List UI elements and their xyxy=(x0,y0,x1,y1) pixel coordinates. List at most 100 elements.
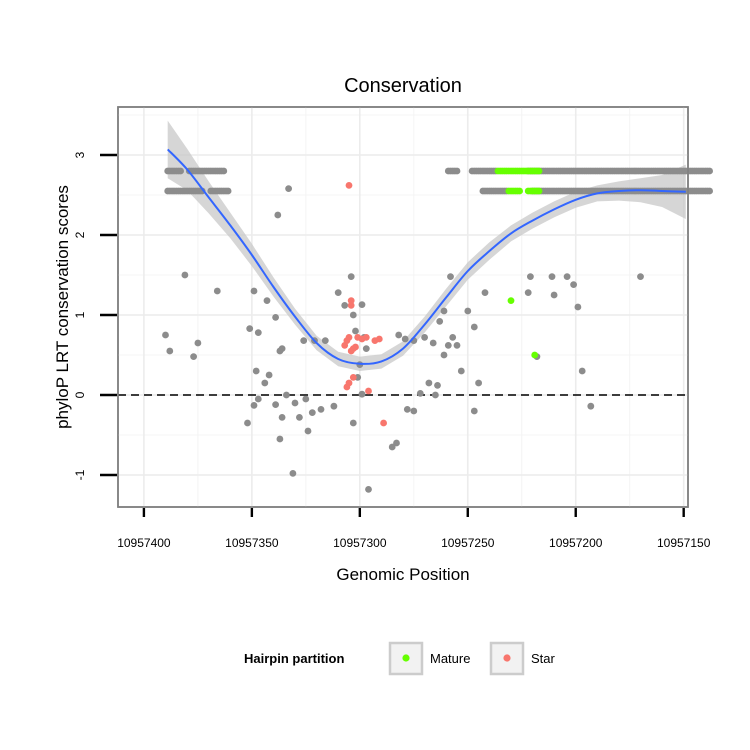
data-point-other xyxy=(252,367,260,375)
plot-background xyxy=(117,106,689,508)
x-tick-label: 10957150 xyxy=(657,536,711,550)
plot-panel xyxy=(117,106,713,508)
data-point-other xyxy=(362,345,370,352)
data-point-other xyxy=(365,486,372,493)
data-point-other xyxy=(388,443,396,451)
data-point-other xyxy=(213,287,221,295)
data-point-other xyxy=(453,342,461,349)
legend-label-mature: Mature xyxy=(430,651,470,666)
data-point-mature xyxy=(507,297,515,304)
data-point-other xyxy=(289,470,297,477)
y-axis-title: phyloP LRT conservation scores xyxy=(53,185,72,429)
data-point-other xyxy=(637,273,644,280)
data-point-other xyxy=(296,414,303,421)
data-point-other xyxy=(470,323,478,331)
data-point-star xyxy=(365,387,372,395)
data-point-other xyxy=(457,367,465,375)
data-point-other xyxy=(574,303,582,311)
data-point-other xyxy=(250,287,258,295)
data-point-other xyxy=(349,419,357,427)
data-point-other xyxy=(276,435,284,443)
data-point-other xyxy=(436,318,444,325)
data-point-other xyxy=(265,371,273,379)
data-point-star xyxy=(345,182,353,189)
data-point-mature xyxy=(535,167,543,175)
data-point-other xyxy=(403,406,411,413)
data-point-other xyxy=(317,406,325,413)
data-point-other xyxy=(278,414,286,421)
data-point-star xyxy=(362,334,370,341)
data-point-other xyxy=(401,335,409,343)
data-point-mature xyxy=(531,351,539,359)
data-point-other xyxy=(449,334,457,341)
data-point-star xyxy=(343,383,351,391)
data-point-star xyxy=(352,343,359,351)
data-point-other xyxy=(444,342,452,349)
y-tick-label: 2 xyxy=(73,231,87,238)
data-point-other xyxy=(330,402,338,410)
data-point-other xyxy=(416,390,424,397)
data-point-other xyxy=(706,187,713,195)
data-point-star xyxy=(347,297,355,304)
legend-dot-star xyxy=(503,654,511,662)
data-point-other xyxy=(349,311,357,319)
data-point-other xyxy=(272,401,279,408)
data-point-other xyxy=(304,427,312,435)
data-point-other xyxy=(421,334,428,341)
data-point-other xyxy=(254,329,262,336)
data-point-other xyxy=(194,339,202,347)
data-point-other xyxy=(250,402,258,409)
legend-item-star: Star xyxy=(489,641,556,676)
x-tick-label: 10957400 xyxy=(117,536,171,550)
data-point-other xyxy=(177,167,185,175)
data-point-other xyxy=(276,347,284,355)
x-tick-label: 10957300 xyxy=(333,536,387,550)
y-tick-label: 3 xyxy=(73,151,87,158)
data-point-other xyxy=(190,353,198,360)
x-axis: 10957400 10957350 10957300 10957250 10957200… xyxy=(117,508,711,550)
data-point-star xyxy=(349,374,357,381)
data-point-other xyxy=(453,167,461,175)
data-point-other xyxy=(440,351,448,359)
data-point-other xyxy=(181,271,189,279)
data-point-other xyxy=(334,289,342,296)
data-point-other xyxy=(272,314,279,321)
x-tick-label: 10957350 xyxy=(225,536,279,550)
y-tick-label: 0 xyxy=(73,391,87,398)
data-point-other xyxy=(246,325,254,332)
data-point-other xyxy=(308,409,316,416)
data-point-other xyxy=(587,402,595,410)
data-point-other xyxy=(302,395,310,403)
data-point-other xyxy=(563,273,571,280)
data-point-other xyxy=(410,407,418,415)
legend-label-star: Star xyxy=(531,651,556,666)
data-point-other xyxy=(254,395,262,403)
data-point-other xyxy=(358,301,366,308)
data-point-other xyxy=(447,273,454,280)
legend-title: Hairpin partition xyxy=(244,651,344,666)
x-tick-label: 10957250 xyxy=(441,536,495,550)
data-point-other xyxy=(481,289,489,296)
y-axis: -1 0 1 2 3 xyxy=(73,151,117,480)
data-point-other xyxy=(283,391,290,399)
data-point-other xyxy=(429,339,437,347)
data-point-other xyxy=(395,331,403,339)
data-point-other xyxy=(261,379,269,387)
data-point-other xyxy=(432,391,439,399)
smooth-fit-line xyxy=(166,148,686,365)
data-point-mature xyxy=(516,187,523,195)
data-point-other xyxy=(300,337,308,344)
data-point-other xyxy=(291,399,299,407)
x-axis-title: Genomic Position xyxy=(336,565,469,584)
y-tick-label: -1 xyxy=(73,469,87,480)
data-point-other xyxy=(274,211,282,219)
data-point-other xyxy=(470,407,478,415)
data-point-other xyxy=(425,379,433,387)
plot-border xyxy=(117,106,689,508)
data-point-other xyxy=(166,347,174,355)
legend-item-mature: Mature xyxy=(388,641,470,676)
data-point-mature xyxy=(535,187,543,195)
data-point-other xyxy=(347,273,355,280)
data-point-other xyxy=(570,281,577,288)
